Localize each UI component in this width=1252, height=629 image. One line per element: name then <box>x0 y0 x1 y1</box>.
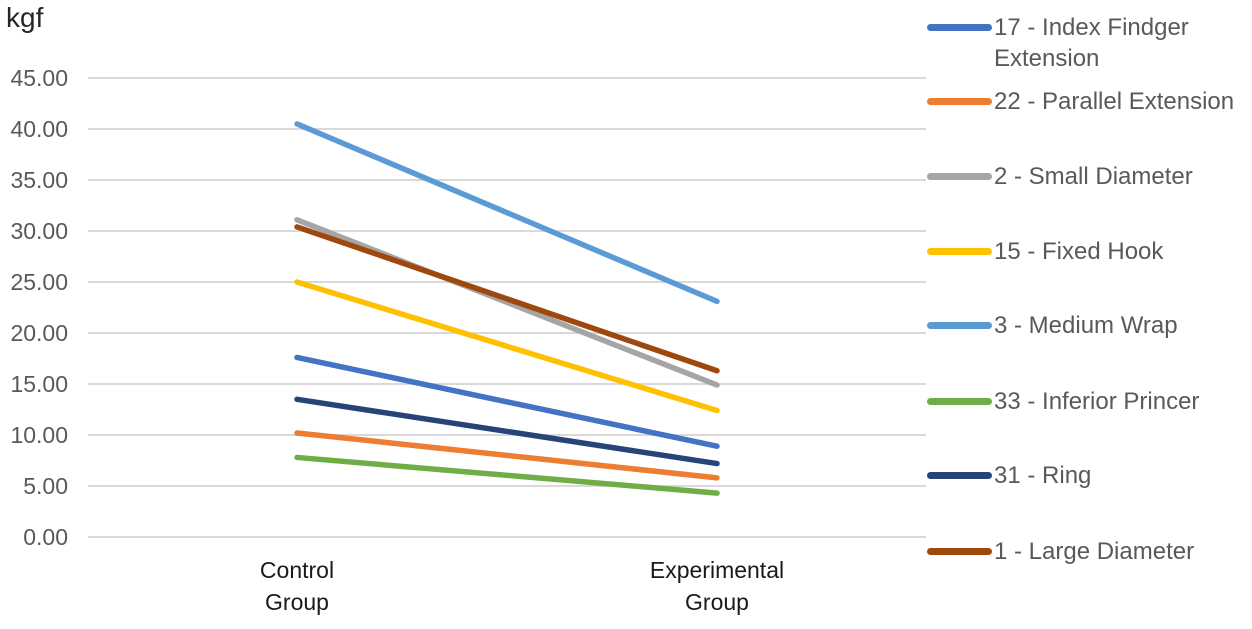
y-tick-label: 25.00 <box>10 269 68 295</box>
legend-label: 2 - Small Diameter <box>994 163 1193 190</box>
y-tick-label: 45.00 <box>10 65 68 91</box>
legend-swatch-line-icon <box>927 173 992 180</box>
series-line <box>294 396 720 467</box>
y-tick-label: 10.00 <box>10 422 68 448</box>
legend: 17 - Index Findger Extension 22 - Paralle… <box>927 0 1252 629</box>
legend-label: 1 - Large Diameter <box>994 538 1195 565</box>
series-line <box>294 430 720 481</box>
legend-item: 1 - Large Diameter <box>927 536 1252 567</box>
series-line <box>294 454 720 496</box>
y-tick-label: 35.00 <box>10 167 68 193</box>
legend-swatch-line-icon <box>927 248 992 255</box>
y-tick-label: 5.00 <box>23 473 68 499</box>
series-line <box>294 224 720 374</box>
y-tick-label: 0.00 <box>23 524 68 550</box>
series-line <box>294 217 720 388</box>
legend-item: 22 - Parallel Extension <box>927 86 1252 117</box>
legend-item: 33 - Inferior Princer <box>927 386 1252 417</box>
series-line <box>294 354 720 449</box>
legend-swatch-line-icon <box>927 548 992 555</box>
y-axis-title: kgf <box>6 2 44 33</box>
legend-label: 3 - Medium Wrap <box>994 312 1178 339</box>
legend-label: 31 - Ring <box>994 462 1092 489</box>
legend-swatch-line-icon <box>927 98 992 105</box>
y-tick-label: 40.00 <box>10 116 68 142</box>
legend-label: 15 - Fixed Hook <box>994 238 1164 265</box>
legend-swatch-line-icon <box>927 472 992 479</box>
legend-item: 15 - Fixed Hook <box>927 236 1252 267</box>
legend-label: 33 - Inferior Princer <box>994 388 1200 415</box>
legend-label: 22 - Parallel Extension <box>994 88 1235 115</box>
legend-swatch-line-icon <box>927 322 992 329</box>
legend-label: 17 - Index Findger Extension <box>994 14 1189 72</box>
legend-swatch-line-icon <box>927 398 992 405</box>
y-tick-label: 20.00 <box>10 320 68 346</box>
legend-item: 2 - Small Diameter <box>927 161 1252 192</box>
x-category-label: Experimental Group <box>650 557 784 615</box>
legend-item: 17 - Index Findger Extension <box>927 12 1252 74</box>
y-tick-label: 15.00 <box>10 371 68 397</box>
series-line <box>294 121 720 305</box>
y-tick-label: 30.00 <box>10 218 68 244</box>
legend-item: 3 - Medium Wrap <box>927 310 1252 341</box>
legend-swatch-line-icon <box>927 24 992 31</box>
legend-item: 31 - Ring <box>927 460 1252 491</box>
series-line <box>294 279 720 414</box>
x-category-label: Control Group <box>260 557 334 615</box>
